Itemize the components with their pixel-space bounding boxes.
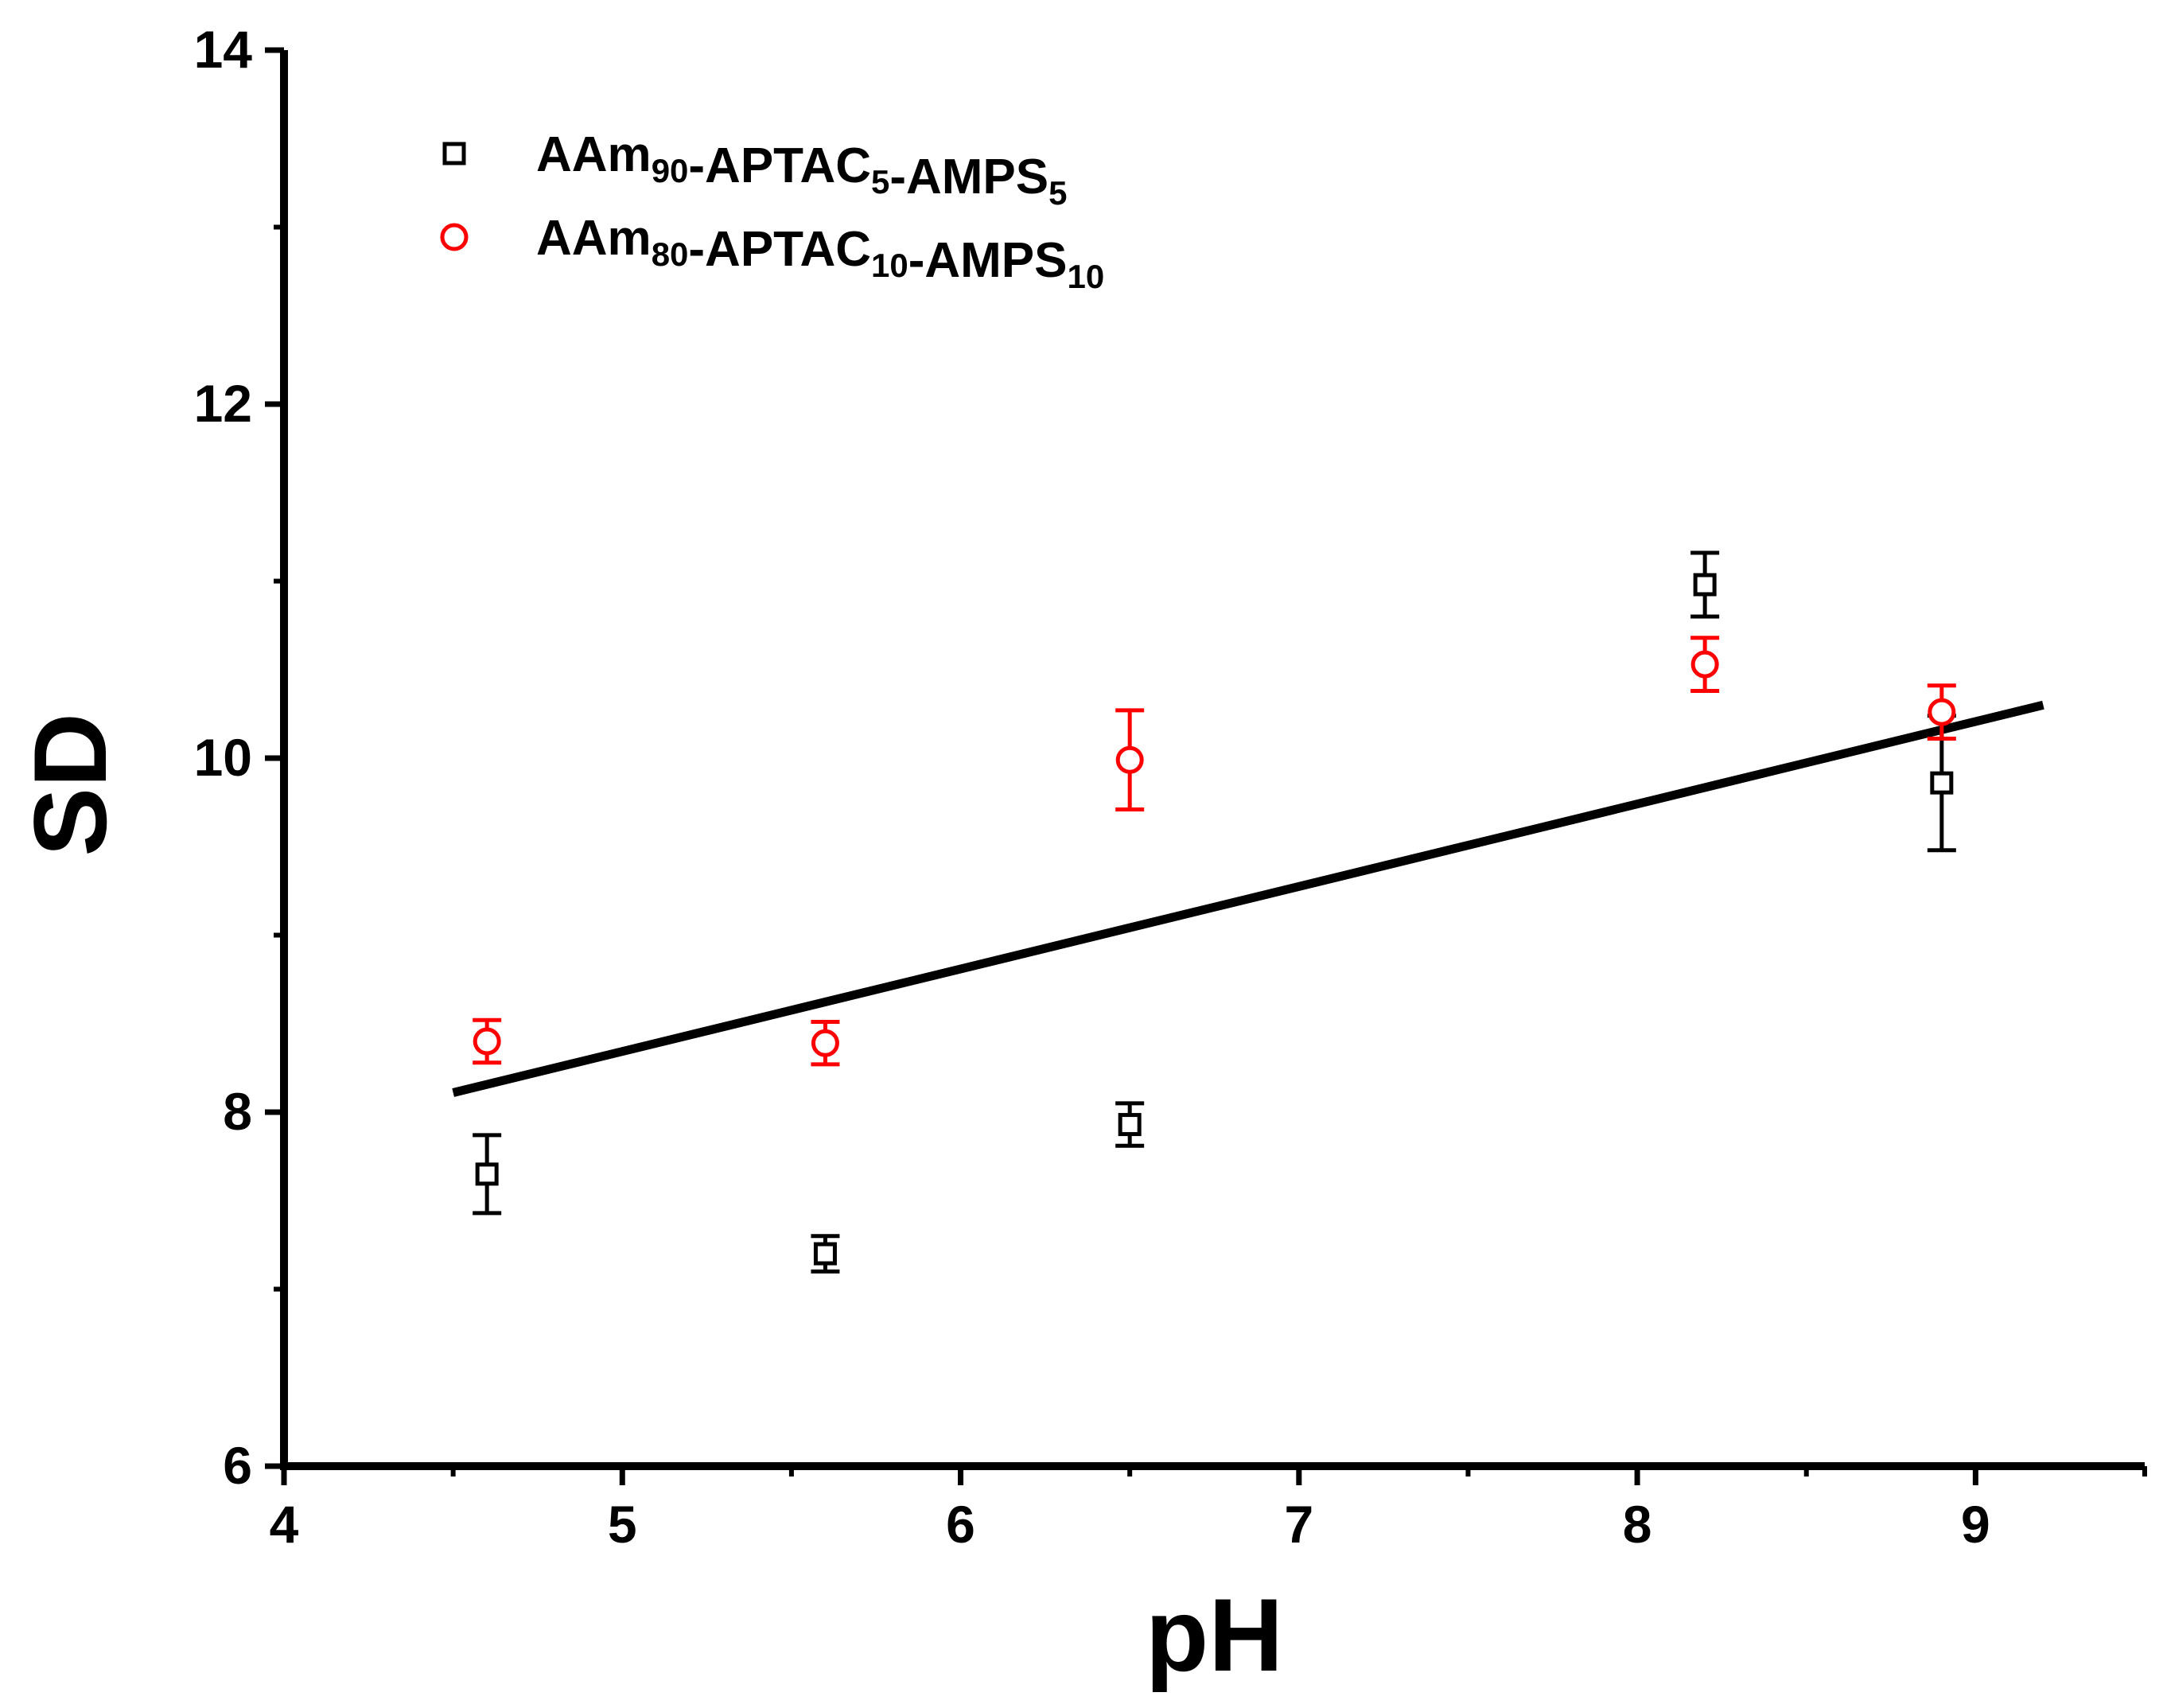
y-axis-title: SD xyxy=(12,713,128,857)
y-tick-label: 8 xyxy=(223,1082,252,1141)
data-point-circle xyxy=(1690,650,1719,679)
data-point-circle xyxy=(1115,745,1144,774)
fit-line-layer xyxy=(452,700,2044,1097)
data-point-circle xyxy=(811,1029,839,1057)
x-axis-title: pH xyxy=(1146,1577,1283,1693)
x-tick-label: 7 xyxy=(1284,1495,1313,1554)
series-2 xyxy=(473,636,1956,1067)
legend-marker-square xyxy=(442,142,466,165)
x-tick-label: 6 xyxy=(946,1495,975,1554)
linear-fit-line xyxy=(452,700,2044,1097)
data-points-layer xyxy=(473,551,1956,1274)
legend-label-series-2: AAm80-APTAC10-AMPS10 xyxy=(536,211,1104,295)
data-point-square xyxy=(1693,573,1717,597)
series-1 xyxy=(473,551,1956,1274)
y-tick-label: 14 xyxy=(194,20,253,79)
x-tick-label: 8 xyxy=(1623,1495,1652,1554)
x-tick-label: 5 xyxy=(608,1495,637,1554)
legend-label-series-1: AAm90-APTAC5-AMPS5 xyxy=(536,127,1068,212)
y-tick-label: 10 xyxy=(194,728,252,787)
y-tick-label: 12 xyxy=(194,374,252,433)
data-point-square xyxy=(1930,771,1954,795)
data-point-circle xyxy=(473,1027,501,1056)
data-point-circle xyxy=(1928,698,1956,726)
x-tick-label: 4 xyxy=(270,1495,299,1554)
data-point-square xyxy=(1118,1113,1142,1137)
axis-titles: pH SD xyxy=(12,713,1283,1693)
x-tick-label: 9 xyxy=(1961,1495,1990,1554)
data-point-square xyxy=(813,1242,837,1266)
y-tick-label: 6 xyxy=(223,1436,252,1495)
data-point-square xyxy=(475,1162,499,1186)
legend-marker-circle xyxy=(440,223,469,251)
axes-layer: 6 8 10 12 14 4 5 6 7 8 9 xyxy=(194,20,2147,1554)
